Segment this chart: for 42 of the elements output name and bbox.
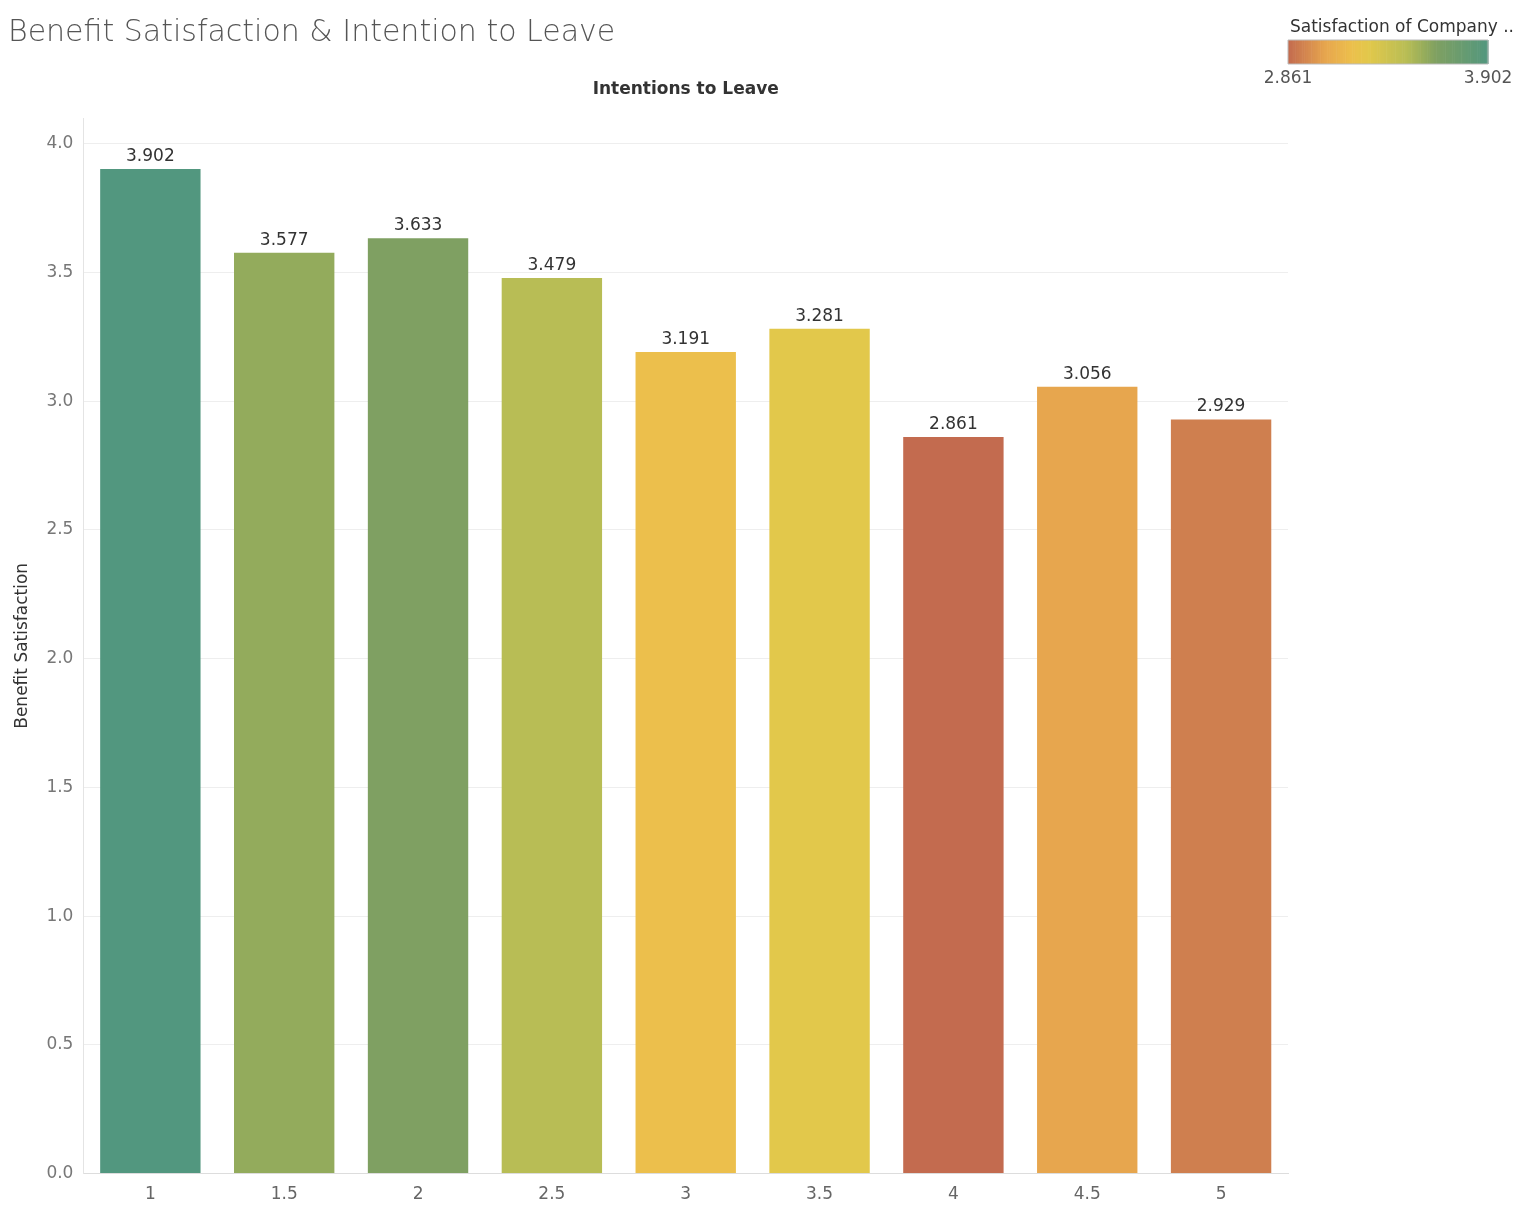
x-tick-label: 5 [1215, 1183, 1227, 1204]
color-bar-label: 2.861 [1263, 66, 1313, 87]
data-label: 3.281 [795, 304, 844, 325]
bar [1170, 419, 1272, 1174]
y-tick-label: 2.5 [46, 518, 74, 539]
y-axis-title: Benefit Satisfaction [10, 562, 31, 729]
bar [367, 238, 469, 1174]
data-label: 3.479 [527, 253, 577, 274]
y-tick-label: 3.5 [46, 260, 74, 281]
x-tick-label: 3.5 [806, 1183, 834, 1204]
x-tick-label: 3 [680, 1183, 692, 1204]
x-tick-label: 4.5 [1073, 1183, 1101, 1204]
bar [903, 437, 1004, 1174]
y-tick-label: 2.0 [46, 647, 74, 668]
x-tick-label: 1 [144, 1183, 156, 1204]
data-label: 2.929 [1196, 395, 1246, 416]
y-tick-label: 4.0 [46, 132, 74, 153]
x-axis-title: Intentions to Leave [592, 77, 779, 98]
y-tick-label: 3.0 [46, 389, 74, 410]
data-label: 3.577 [259, 228, 309, 249]
color-bar-label: 3.902 [1463, 66, 1513, 87]
y-tick-label: 0.5 [46, 1033, 74, 1054]
bar [635, 352, 736, 1174]
chart-title: Benefit Satisfaction & Intention to Leave [8, 12, 616, 48]
x-tick-label: 1.5 [270, 1183, 298, 1204]
bar [100, 168, 201, 1174]
x-tick-label: 2.5 [538, 1183, 566, 1204]
bar [234, 252, 335, 1174]
y-tick-label: 1.5 [46, 775, 74, 796]
bar [501, 277, 603, 1174]
bar [1037, 386, 1138, 1174]
data-label: 3.056 [1062, 362, 1112, 383]
y-tick-label: 0.0 [46, 1162, 74, 1183]
x-tick-label: 2 [412, 1183, 424, 1204]
color-bar-title: Satisfaction of Company .. [1289, 15, 1514, 36]
y-tick-label: 1.0 [46, 904, 74, 925]
bar [769, 328, 870, 1174]
data-label: 2.861 [929, 412, 978, 433]
data-label: 3.902 [126, 144, 175, 165]
data-label: 3.191 [661, 327, 711, 348]
data-label: 3.633 [393, 214, 443, 235]
x-tick-label: 4 [947, 1183, 959, 1204]
